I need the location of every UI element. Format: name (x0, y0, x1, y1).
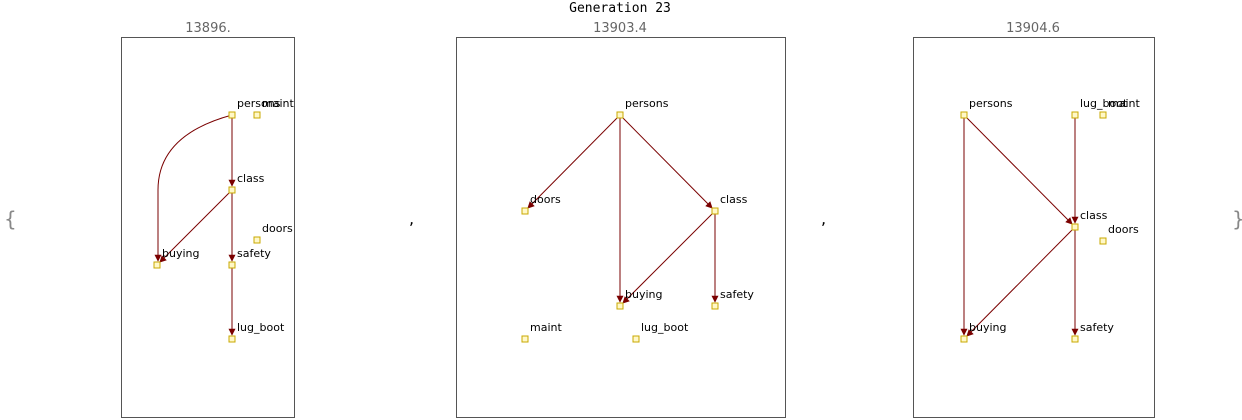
node-label: class (720, 193, 748, 206)
edge-persons-to-class (963, 114, 1073, 225)
node-marker (228, 186, 236, 194)
node-label: maint (530, 321, 562, 334)
node-label: lug_boot (237, 321, 285, 334)
node-buying: buying (960, 321, 1006, 343)
node-label: buying (969, 321, 1006, 334)
node-class: class (1071, 209, 1108, 231)
panel-score: 13904.6 (1006, 21, 1060, 36)
node-marker (711, 207, 719, 215)
node-maint: maint (1099, 97, 1140, 119)
node-label: safety (720, 288, 754, 301)
node-marker (228, 111, 236, 119)
node-safety: safety (228, 247, 271, 269)
node-marker (616, 111, 624, 119)
node-label: maint (262, 97, 294, 110)
node-marker (711, 302, 719, 310)
edge-class-to-buying (966, 226, 1076, 337)
node-marker (1071, 223, 1079, 231)
node-persons: persons (228, 97, 281, 119)
node-label: maint (1108, 97, 1140, 110)
node-marker (960, 335, 968, 343)
node-label: persons (237, 97, 281, 110)
node-lug_boot: lug_boot (632, 321, 689, 343)
open-brace: { (4, 207, 17, 231)
node-layer: persons doors class buying safety maint lug_bo… (521, 97, 754, 343)
node-buying: buying (616, 288, 662, 310)
node-marker (253, 236, 261, 244)
panel-frame (913, 37, 1155, 418)
node-label: safety (1080, 321, 1114, 334)
node-label: class (237, 172, 265, 185)
panel-frame (456, 37, 786, 418)
node-label: persons (969, 97, 1013, 110)
node-persons: persons (616, 97, 669, 119)
node-label: doors (1108, 223, 1139, 236)
node-marker (616, 302, 624, 310)
node-label: safety (237, 247, 271, 260)
node-label: class (1080, 209, 1108, 222)
node-doors: doors (1099, 223, 1139, 245)
node-doors: doors (521, 193, 561, 215)
separator-comma-1: , (409, 209, 414, 228)
close-brace: } (1232, 207, 1242, 231)
node-buying: buying (153, 247, 199, 269)
separator-comma-2: , (821, 209, 826, 228)
graph-panel-2: 13903.4 persons doors class buying safety mai… (456, 21, 786, 418)
node-safety: safety (711, 288, 754, 310)
node-marker (1099, 111, 1107, 119)
edge-persons-to-buying (154, 114, 233, 262)
edge-class-to-buying (622, 210, 716, 304)
node-marker (521, 335, 529, 343)
node-maint: maint (253, 97, 294, 119)
node-marker (228, 335, 236, 343)
node-marker (1071, 111, 1079, 119)
edge-layer (527, 114, 719, 304)
edge-class-to-buying (159, 189, 233, 263)
node-class: class (228, 172, 265, 194)
node-marker (632, 335, 640, 343)
edge-persons-to-doors (527, 114, 621, 209)
node-label: buying (162, 247, 199, 260)
node-maint: maint (521, 321, 562, 343)
node-label: persons (625, 97, 669, 110)
node-label: doors (530, 193, 561, 206)
edge-persons-to-class (619, 114, 713, 209)
node-marker (1099, 237, 1107, 245)
node-marker (228, 261, 236, 269)
edge-layer (154, 114, 236, 336)
node-lug_boot: lug_boot (228, 321, 285, 343)
edge-layer (960, 114, 1079, 337)
node-safety: safety (1071, 321, 1114, 343)
panel-frame (121, 37, 295, 418)
node-marker (521, 207, 529, 215)
node-label: doors (262, 222, 293, 235)
node-marker (253, 111, 261, 119)
node-marker (153, 261, 161, 269)
node-marker (1071, 335, 1079, 343)
node-label: buying (625, 288, 662, 301)
panel-score: 13896. (185, 21, 231, 36)
node-label: lug_boot (1080, 97, 1128, 110)
node-lug_boot: lug_boot (1071, 97, 1128, 119)
node-marker (960, 111, 968, 119)
node-persons: persons (960, 97, 1013, 119)
node-doors: doors (253, 222, 293, 244)
figure-title: Generation 23 (569, 1, 671, 16)
panel-score: 13903.4 (593, 21, 647, 36)
node-label: lug_boot (641, 321, 689, 334)
node-class: class (711, 193, 748, 215)
